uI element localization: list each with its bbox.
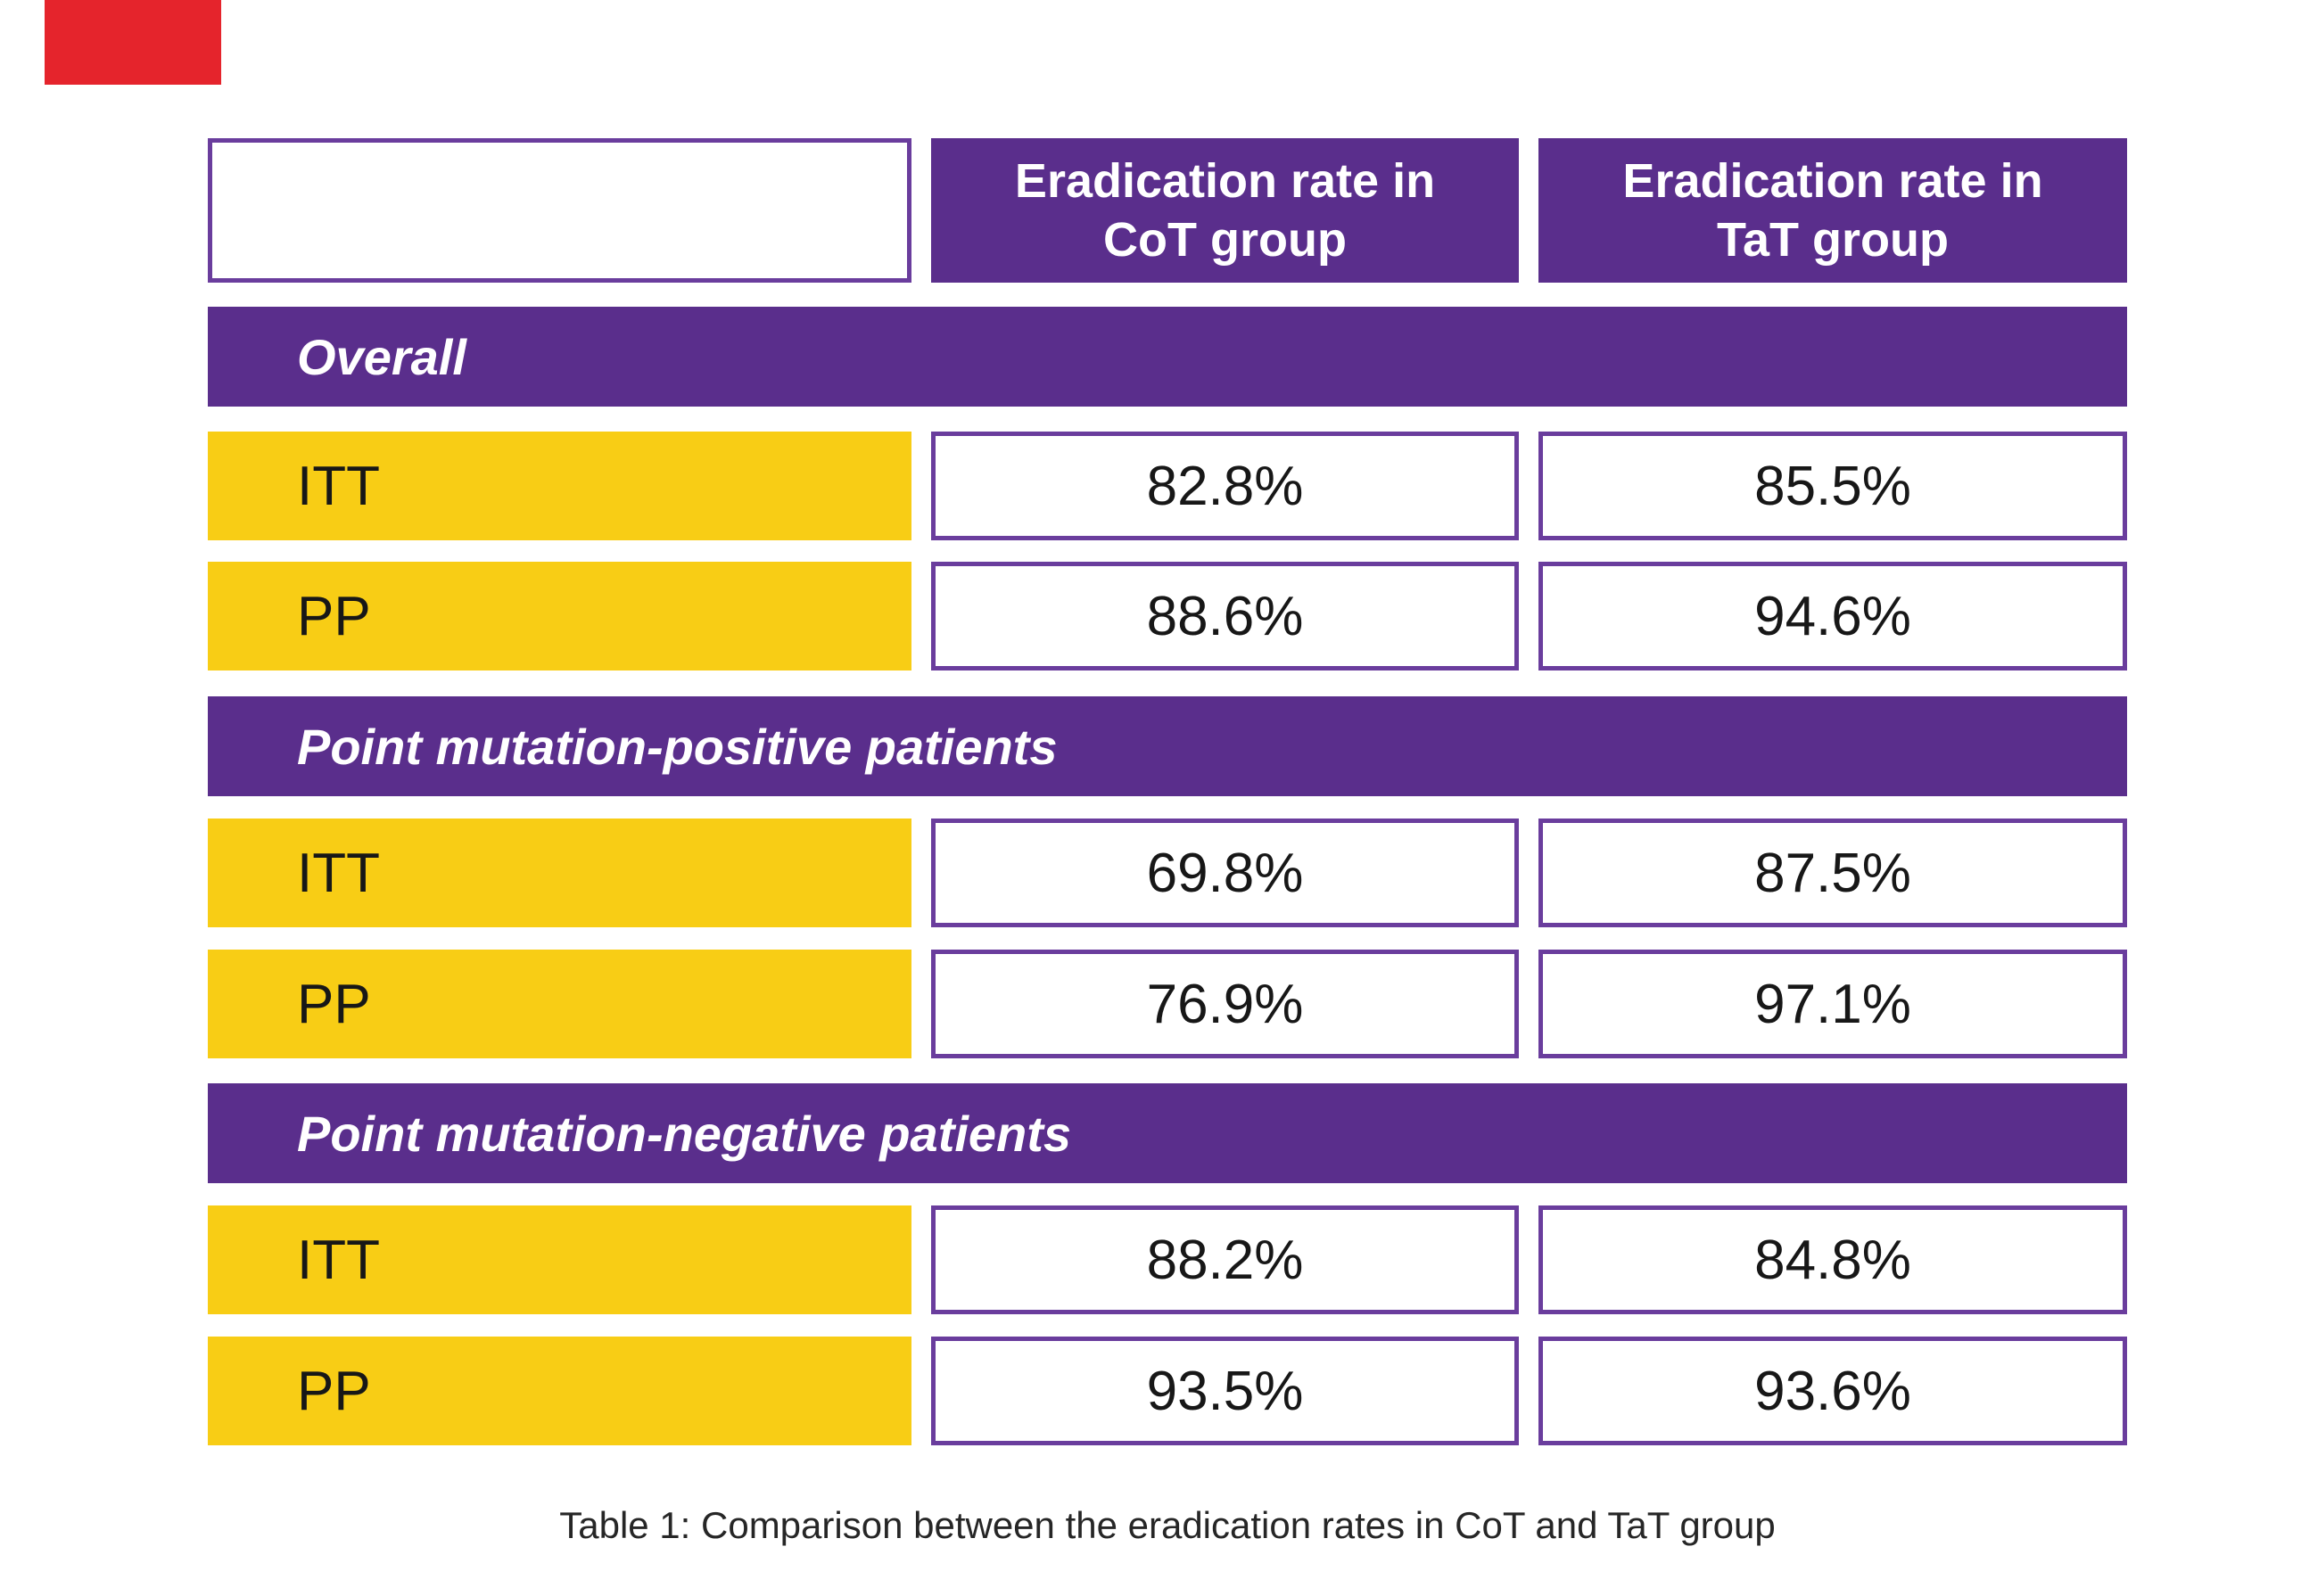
value-text: 88.6%: [1146, 585, 1304, 647]
section-title: Point mutation-negative patients: [297, 1105, 1072, 1162]
column-gap: [911, 950, 931, 1058]
value-text: 94.6%: [1754, 585, 1911, 647]
column-gap: [911, 1337, 931, 1445]
table-row: PP 76.9% 97.1%: [208, 950, 2127, 1058]
value-cell-tat: 87.5%: [1538, 819, 2127, 927]
value-text: 93.5%: [1146, 1360, 1304, 1422]
section-bar-overall: Overall: [208, 307, 2127, 407]
section-title: Overall: [297, 328, 466, 385]
column-gap: [911, 1205, 931, 1314]
column-gap: [1519, 432, 1538, 540]
header-tat-group: Eradication rate in TaT group: [1538, 138, 2127, 283]
table-row: PP 88.6% 94.6%: [208, 562, 2127, 670]
row-label: ITT: [297, 455, 380, 517]
row-label-cell: ITT: [208, 819, 911, 927]
value-cell-cot: 88.6%: [931, 562, 1519, 670]
row-label: ITT: [297, 1229, 380, 1291]
value-cell-cot: 76.9%: [931, 950, 1519, 1058]
header-empty-cell: [208, 138, 911, 283]
red-corner-mark: [45, 0, 221, 85]
value-text: 85.5%: [1754, 455, 1911, 517]
row-label-cell: PP: [208, 1337, 911, 1445]
row-label: PP: [297, 585, 371, 647]
row-label-cell: ITT: [208, 1205, 911, 1314]
value-cell-cot: 93.5%: [931, 1337, 1519, 1445]
row-label: PP: [297, 1360, 371, 1422]
row-label: PP: [297, 973, 371, 1035]
row-label-cell: ITT: [208, 432, 911, 540]
value-text: 69.8%: [1146, 842, 1304, 904]
section-bar-mutation-positive: Point mutation-positive patients: [208, 696, 2127, 796]
row-label: ITT: [297, 842, 380, 904]
header-tat-line2: TaT group: [1717, 213, 1949, 267]
table-row: ITT 82.8% 85.5%: [208, 432, 2127, 540]
section-bar-mutation-negative: Point mutation-negative patients: [208, 1083, 2127, 1183]
value-text: 76.9%: [1146, 973, 1304, 1035]
column-gap: [1519, 950, 1538, 1058]
header-tat-line1: Eradication rate in: [1622, 154, 2043, 208]
header-cot-group: Eradication rate in CoT group: [931, 138, 1519, 283]
value-text: 84.8%: [1754, 1229, 1911, 1291]
column-gap: [911, 432, 931, 540]
table-row: PP 93.5% 93.6%: [208, 1337, 2127, 1445]
value-cell-tat: 93.6%: [1538, 1337, 2127, 1445]
column-gap: [911, 138, 931, 283]
column-gap: [911, 819, 931, 927]
value-cell-cot: 82.8%: [931, 432, 1519, 540]
table-row: ITT 88.2% 84.8%: [208, 1205, 2127, 1314]
eradication-rate-table: Eradication rate in CoT group Eradicatio…: [208, 138, 2127, 1547]
value-cell-tat: 94.6%: [1538, 562, 2127, 670]
table-header-row: Eradication rate in CoT group Eradicatio…: [208, 138, 2127, 283]
header-cot-line1: Eradication rate in: [1014, 154, 1436, 208]
value-text: 93.6%: [1754, 1360, 1911, 1422]
row-label-cell: PP: [208, 562, 911, 670]
section-title: Point mutation-positive patients: [297, 718, 1058, 775]
value-cell-cot: 88.2%: [931, 1205, 1519, 1314]
column-gap: [1519, 138, 1538, 283]
value-text: 87.5%: [1754, 842, 1911, 904]
value-text: 88.2%: [1146, 1229, 1304, 1291]
column-gap: [1519, 1205, 1538, 1314]
value-text: 82.8%: [1146, 455, 1304, 517]
value-cell-tat: 84.8%: [1538, 1205, 2127, 1314]
table-caption: Table 1: Comparison between the eradicat…: [559, 1504, 1776, 1546]
table-row: ITT 69.8% 87.5%: [208, 819, 2127, 927]
column-gap: [911, 562, 931, 670]
column-gap: [1519, 819, 1538, 927]
row-label-cell: PP: [208, 950, 911, 1058]
value-cell-tat: 85.5%: [1538, 432, 2127, 540]
value-cell-cot: 69.8%: [931, 819, 1519, 927]
column-gap: [1519, 1337, 1538, 1445]
header-cot-line2: CoT group: [1103, 213, 1347, 267]
value-text: 97.1%: [1754, 973, 1911, 1035]
value-cell-tat: 97.1%: [1538, 950, 2127, 1058]
column-gap: [1519, 562, 1538, 670]
